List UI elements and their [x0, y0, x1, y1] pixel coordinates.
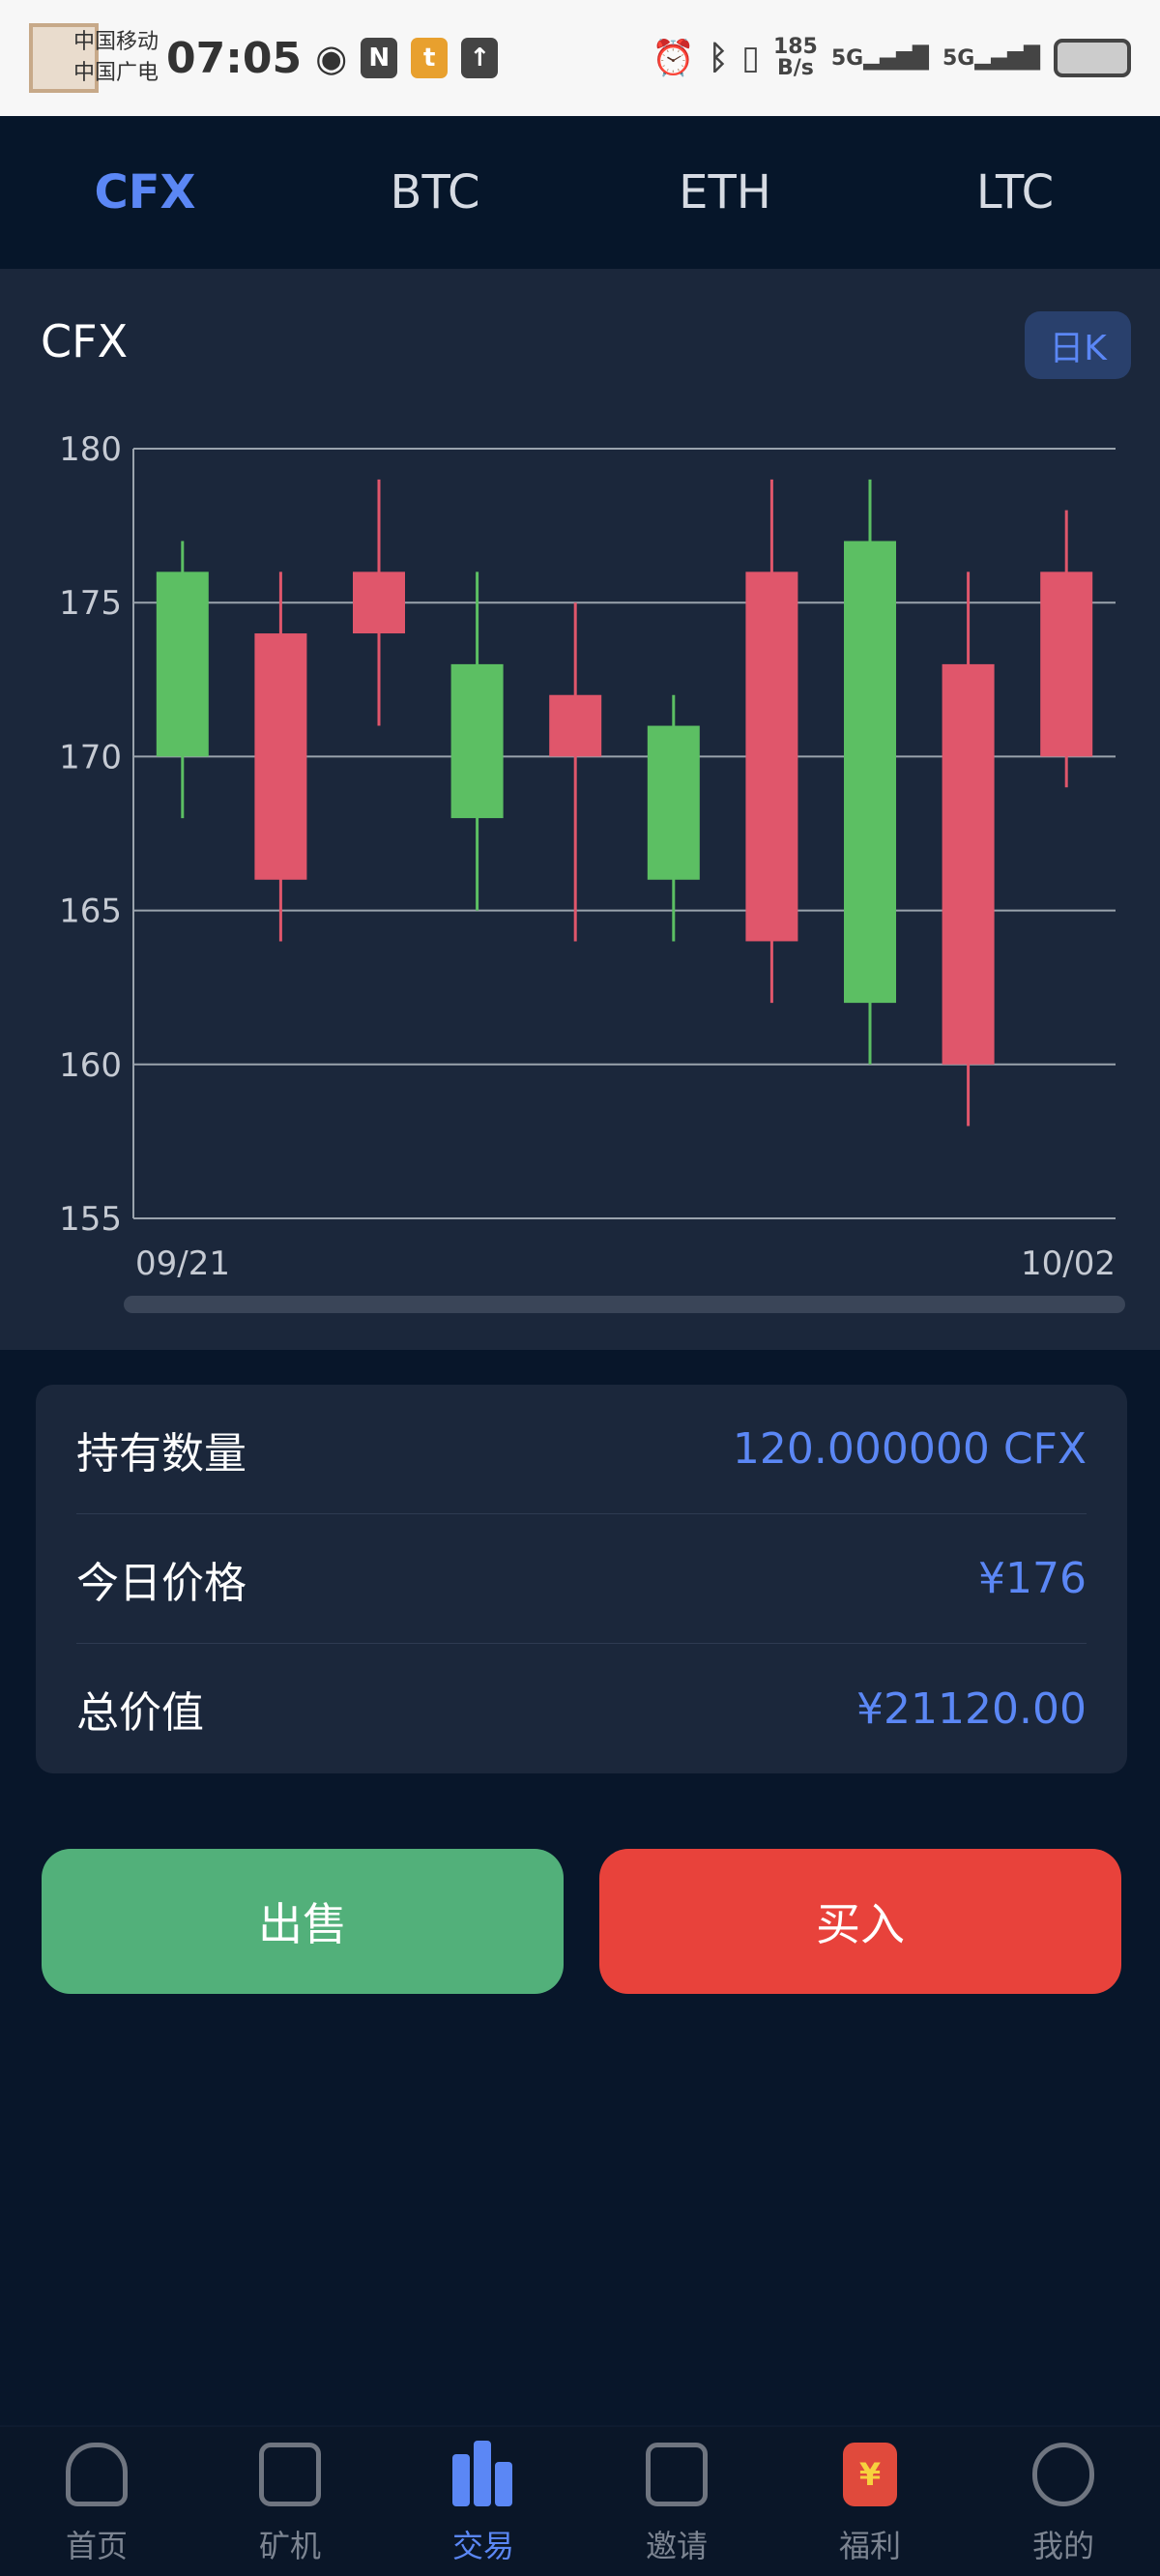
chart-bar-icon [452, 2441, 514, 2506]
eye-icon: ◉ [315, 37, 348, 79]
x-tick-label: 09/21 [135, 1244, 230, 1283]
candle-body [254, 633, 307, 880]
tab-eth[interactable]: ETH [679, 165, 771, 220]
candle-body [353, 571, 405, 634]
status-bar: 中国移动中国广电 07:05 ◉ N t ↑ ⏰ ᛒ ▯ 185 B/s 5G▂▄… [0, 0, 1160, 116]
nav-invite[interactable]: 邀请 [580, 2427, 773, 2576]
y-tick-label: 170 [59, 738, 122, 776]
holdings-row-quantity: 持有数量 120.000000 CFX [76, 1385, 1087, 1514]
tab-cfx[interactable]: CFX [94, 165, 196, 220]
candle-body [942, 663, 995, 1065]
carrier-1: 中国移动 [73, 30, 160, 54]
app-logo-icon [29, 23, 99, 93]
y-tick-label: 175 [59, 584, 122, 623]
chart-card: CFX 日K 180 175 170 165 160 155 09/21 10/02 [0, 269, 1160, 1350]
upload-icon: ↑ [461, 38, 499, 78]
nav-welfare[interactable]: ¥ 福利 [773, 2427, 967, 2576]
nav-home[interactable]: 首页 [0, 2427, 193, 2576]
nav-miner[interactable]: 矿机 [193, 2427, 387, 2576]
candle-body [1040, 571, 1093, 757]
signal-1-icon: 5G▂▄▆█ [830, 45, 929, 71]
nfc-icon: N [361, 38, 398, 78]
y-tick-label: 155 [59, 1200, 122, 1239]
candle-body [156, 571, 209, 757]
invite-envelope-icon [646, 2443, 708, 2506]
home-icon [66, 2443, 128, 2506]
sell-button[interactable]: 出售 [42, 1849, 564, 1994]
holdings-row-price: 今日价格 ¥176 [76, 1514, 1087, 1644]
nav-trade[interactable]: 交易 [387, 2427, 580, 2576]
vibrate-icon: ▯ [741, 39, 760, 77]
app-notification-icon: t [411, 38, 449, 78]
bottom-nav: 首页 矿机 交易 邀请 ¥ 福利 我的 [0, 2425, 1160, 2576]
coin-tabs: CFX BTC ETH LTC [0, 116, 1160, 269]
period-button[interactable]: 日K [1025, 311, 1131, 379]
y-tick-label: 180 [59, 430, 122, 469]
chart-title: CFX [41, 315, 129, 367]
candle-body [647, 725, 700, 880]
tab-btc[interactable]: BTC [390, 165, 480, 220]
battery-icon [1054, 39, 1131, 77]
tab-ltc[interactable]: LTC [975, 165, 1055, 220]
bluetooth-icon: ᛒ [708, 39, 729, 77]
red-envelope-icon: ¥ [843, 2443, 897, 2506]
x-tick-label: 10/02 [1021, 1244, 1116, 1283]
net-speed: 185 B/s [772, 35, 818, 80]
nav-mine[interactable]: 我的 [967, 2427, 1160, 2576]
candle-body [549, 694, 602, 757]
user-icon [1032, 2443, 1094, 2506]
miner-icon [259, 2443, 321, 2506]
candle-body [844, 541, 896, 1004]
carrier-2: 中国广电 [73, 61, 160, 85]
clock: 07:05 [166, 33, 303, 83]
y-tick-label: 165 [59, 893, 122, 931]
candle-body [745, 571, 798, 942]
signal-2-icon: 5G▂▄▆█ [942, 45, 1040, 71]
holdings-card: 持有数量 120.000000 CFX 今日价格 ¥176 总价值 ¥21120.00 [36, 1385, 1127, 1773]
alarm-icon: ⏰ [651, 39, 695, 78]
carrier-info: 中国移动 中国广电 [73, 27, 159, 89]
candlestick-chart[interactable]: 180 175 170 165 160 155 09/21 10/02 [0, 269, 1160, 1350]
holdings-row-total: 总价值 ¥21120.00 [76, 1683, 1087, 1739]
chart-scrollbar[interactable] [124, 1296, 1125, 1313]
y-tick-label: 160 [59, 1046, 122, 1085]
buy-button[interactable]: 买入 [599, 1849, 1121, 1994]
candle-body [450, 663, 504, 819]
